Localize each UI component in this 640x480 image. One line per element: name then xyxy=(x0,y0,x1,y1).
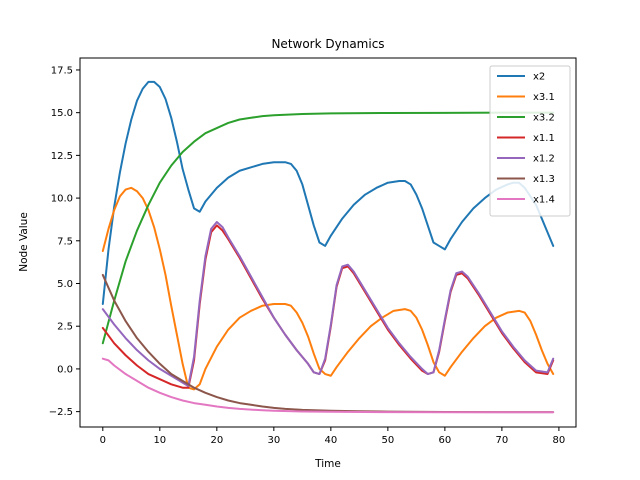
x-tick-label: 10 xyxy=(153,435,166,446)
x-axis: 0 10 20 30 40 50 60 70 80 xyxy=(100,427,566,446)
legend: x2 x3.1 x3.2 x1.1 x1.2 x1.3 x1.4 xyxy=(489,65,571,217)
axes-frame xyxy=(79,57,577,428)
x-tick-label: 0 xyxy=(100,435,106,446)
legend-label: x1.4 xyxy=(533,195,555,206)
series-line-x1-2 xyxy=(101,221,555,387)
x-tick-label: 30 xyxy=(267,435,280,446)
y-tick-label: 2.5 xyxy=(57,322,73,333)
y-axis: −2.5 0.0 2.5 5.0 7.5 10.0 12.5 15.0 17.5 xyxy=(49,65,80,418)
y-axis-label: Node Value xyxy=(18,212,30,272)
series-line-x3-2 xyxy=(101,111,555,345)
x-tick-label: 70 xyxy=(496,435,509,446)
legend-box xyxy=(489,65,571,217)
y-tick-label: 17.5 xyxy=(51,65,73,76)
series-line-x1-4 xyxy=(101,357,555,414)
y-tick-label: 12.5 xyxy=(51,151,73,162)
y-tick-label: 7.5 xyxy=(57,236,73,247)
series-layer xyxy=(101,80,555,414)
legend-label: x3.1 xyxy=(533,92,555,103)
x-tick-label: 20 xyxy=(210,435,223,446)
x-axis-label: Time xyxy=(314,458,341,470)
series-line-x3-1 xyxy=(101,186,555,391)
legend-label: x2 xyxy=(533,72,545,83)
legend-label: x1.3 xyxy=(533,174,555,185)
legend-label: x1.2 xyxy=(533,154,555,165)
legend-label: x1.1 xyxy=(533,133,555,144)
y-tick-label: −2.5 xyxy=(49,407,73,418)
x-tick-label: 50 xyxy=(381,435,394,446)
legend-items: x2 x3.1 x3.2 x1.1 x1.2 x1.3 x1.4 xyxy=(497,72,555,206)
series-line-x2 xyxy=(101,80,555,305)
x-tick-label: 40 xyxy=(324,435,337,446)
plot-area: 0 10 20 30 40 50 60 70 80 −2.5 0.0 2.5 5.0 7.5 10.0 12… xyxy=(49,57,577,446)
y-tick-label: 5.0 xyxy=(57,279,73,290)
x-tick-label: 60 xyxy=(439,435,452,446)
y-tick-label: 0.0 xyxy=(57,364,73,375)
x-tick-label: 80 xyxy=(553,435,566,446)
y-tick-label: 10.0 xyxy=(51,194,73,205)
y-tick-label: 15.0 xyxy=(51,108,73,119)
chart-title: Network Dynamics xyxy=(271,37,384,51)
legend-label: x3.2 xyxy=(533,113,555,124)
